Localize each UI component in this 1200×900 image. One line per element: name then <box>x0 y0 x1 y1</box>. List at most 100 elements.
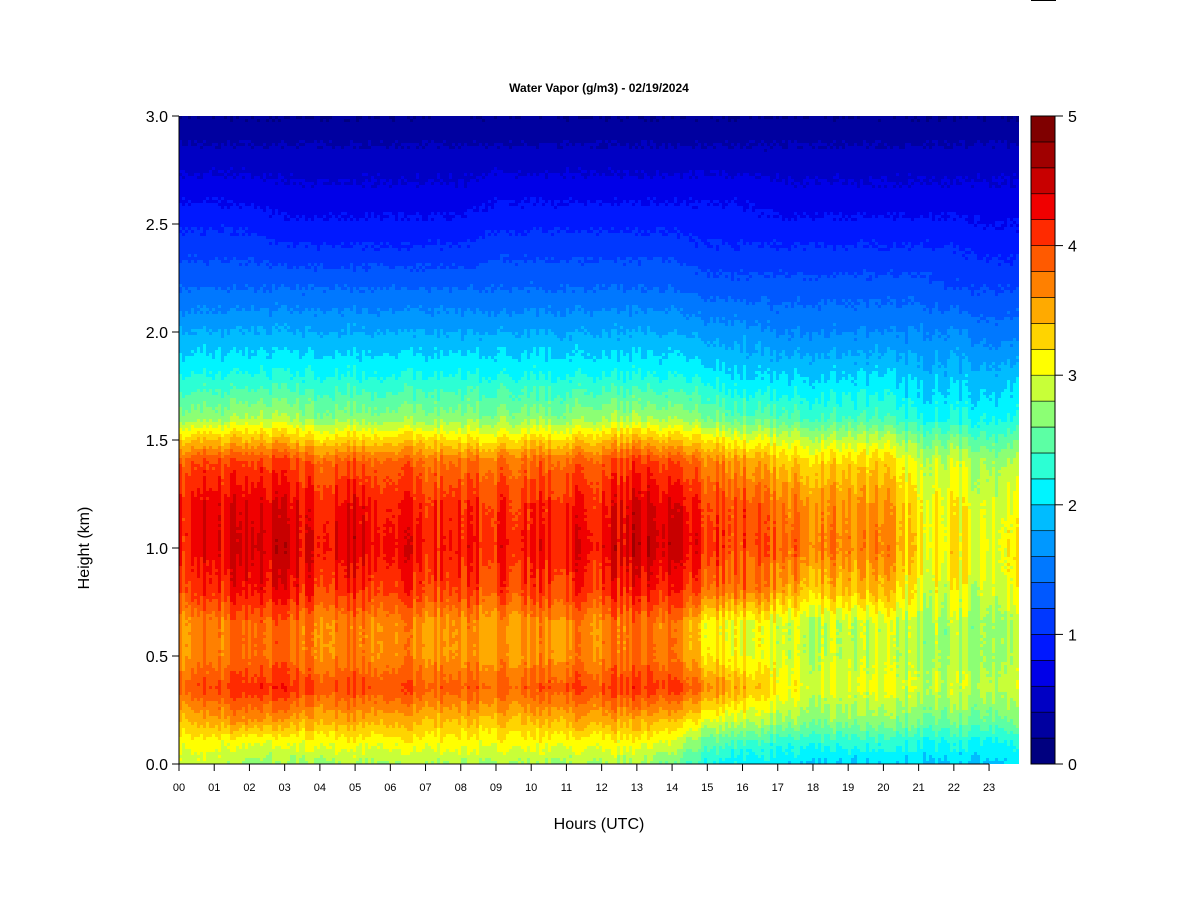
heatmap-cell <box>245 401 248 413</box>
heatmap-cell <box>485 149 488 176</box>
heatmap-cell <box>494 521 497 524</box>
heatmap-cell <box>473 650 476 656</box>
heatmap-cell <box>443 590 446 608</box>
heatmap-cell <box>359 383 362 395</box>
heatmap-cell <box>263 650 266 656</box>
heatmap-cell <box>473 209 476 212</box>
heatmap-cell <box>212 470 215 491</box>
heatmap-cell <box>509 503 512 506</box>
heatmap-cell <box>440 290 443 305</box>
heatmap-cell <box>257 416 260 425</box>
heatmap-cell <box>194 329 197 332</box>
heatmap-cell <box>482 122 485 146</box>
heatmap-cell <box>539 404 542 416</box>
heatmap-cell <box>299 533 302 539</box>
heatmap-cell <box>455 629 458 635</box>
heatmap-cell <box>302 311 305 338</box>
heatmap-cell <box>320 602 323 617</box>
heatmap-cell <box>347 731 350 743</box>
heatmap-cell <box>308 512 311 518</box>
heatmap-cell <box>488 470 491 506</box>
heatmap-cell <box>233 143 236 146</box>
heatmap-cell <box>455 650 458 653</box>
chart-title: Water Vapor (g/m3) - 02/19/2024 <box>509 81 689 95</box>
heatmap-cell <box>308 671 311 674</box>
heatmap-cell <box>314 626 317 629</box>
heatmap-cell <box>251 434 254 437</box>
heatmap-cell <box>434 428 437 434</box>
heatmap-cell <box>422 146 425 149</box>
heatmap-cell <box>221 581 224 602</box>
heatmap-cell <box>392 560 395 563</box>
heatmap-cell <box>221 632 224 635</box>
heatmap-cell <box>422 581 425 584</box>
heatmap-cell <box>248 695 251 704</box>
heatmap-cell <box>470 119 473 146</box>
heatmap-cell <box>197 389 200 404</box>
heatmap-cell <box>371 401 374 416</box>
heatmap-cell <box>488 509 491 512</box>
heatmap-cell <box>278 242 281 263</box>
heatmap-cell <box>296 284 299 305</box>
heatmap-cell <box>206 311 209 314</box>
heatmap-cell <box>233 347 236 368</box>
heatmap-cell <box>191 569 194 572</box>
heatmap-cell <box>242 233 245 236</box>
heatmap-cell <box>515 260 518 263</box>
heatmap-cell <box>353 332 356 347</box>
heatmap-cell <box>212 143 215 167</box>
heatmap-cell <box>257 290 260 311</box>
heatmap-cell <box>533 425 536 434</box>
heatmap-cell <box>212 260 215 287</box>
heatmap-cell <box>206 146 209 173</box>
heatmap-cell <box>401 467 404 470</box>
heatmap-cell <box>506 146 509 173</box>
heatmap-cell <box>401 149 404 176</box>
heatmap-cell <box>509 377 512 392</box>
heatmap-cell <box>272 665 275 686</box>
heatmap-cell <box>413 722 416 734</box>
heatmap-cell <box>215 197 218 200</box>
heatmap-cell <box>383 182 386 185</box>
heatmap-cell <box>257 425 260 434</box>
heatmap-cell <box>497 347 500 350</box>
heatmap-cell <box>299 539 302 548</box>
heatmap-cell <box>287 368 290 389</box>
heatmap-cell <box>410 116 413 119</box>
heatmap-cell <box>524 740 527 752</box>
heatmap-cell <box>422 467 425 494</box>
heatmap-cell <box>248 584 251 605</box>
heatmap-cell <box>524 287 527 308</box>
heatmap-cell <box>317 287 320 308</box>
heatmap-cell <box>341 734 344 749</box>
heatmap-cell <box>527 449 530 458</box>
heatmap-cell <box>296 116 299 119</box>
heatmap-cell <box>263 350 266 371</box>
heatmap-cell <box>320 419 323 425</box>
heatmap-cell <box>527 203 530 233</box>
heatmap-cell <box>470 176 473 179</box>
heatmap-cell <box>440 434 443 443</box>
heatmap-cell <box>299 119 302 140</box>
heatmap-cell <box>452 440 455 449</box>
heatmap-cell <box>398 353 401 377</box>
heatmap-cell <box>221 635 224 650</box>
heatmap-cell <box>398 761 401 764</box>
heatmap-cell <box>254 404 257 419</box>
heatmap-cell <box>203 473 206 476</box>
heatmap-cell <box>506 722 509 734</box>
heatmap-cell <box>230 371 233 383</box>
heatmap-cell <box>368 614 371 662</box>
heatmap-cell <box>329 116 332 119</box>
heatmap-cell <box>323 524 326 533</box>
heatmap-cell <box>386 611 389 614</box>
heatmap-cell <box>365 611 368 635</box>
heatmap-cell <box>461 701 464 716</box>
heatmap-cell <box>317 335 320 359</box>
heatmap-cell <box>227 665 230 683</box>
heatmap-cell <box>494 230 497 233</box>
heatmap-cell <box>362 638 365 644</box>
heatmap-cell <box>332 269 335 290</box>
heatmap-cell <box>407 647 410 650</box>
heatmap-cell <box>290 377 293 380</box>
